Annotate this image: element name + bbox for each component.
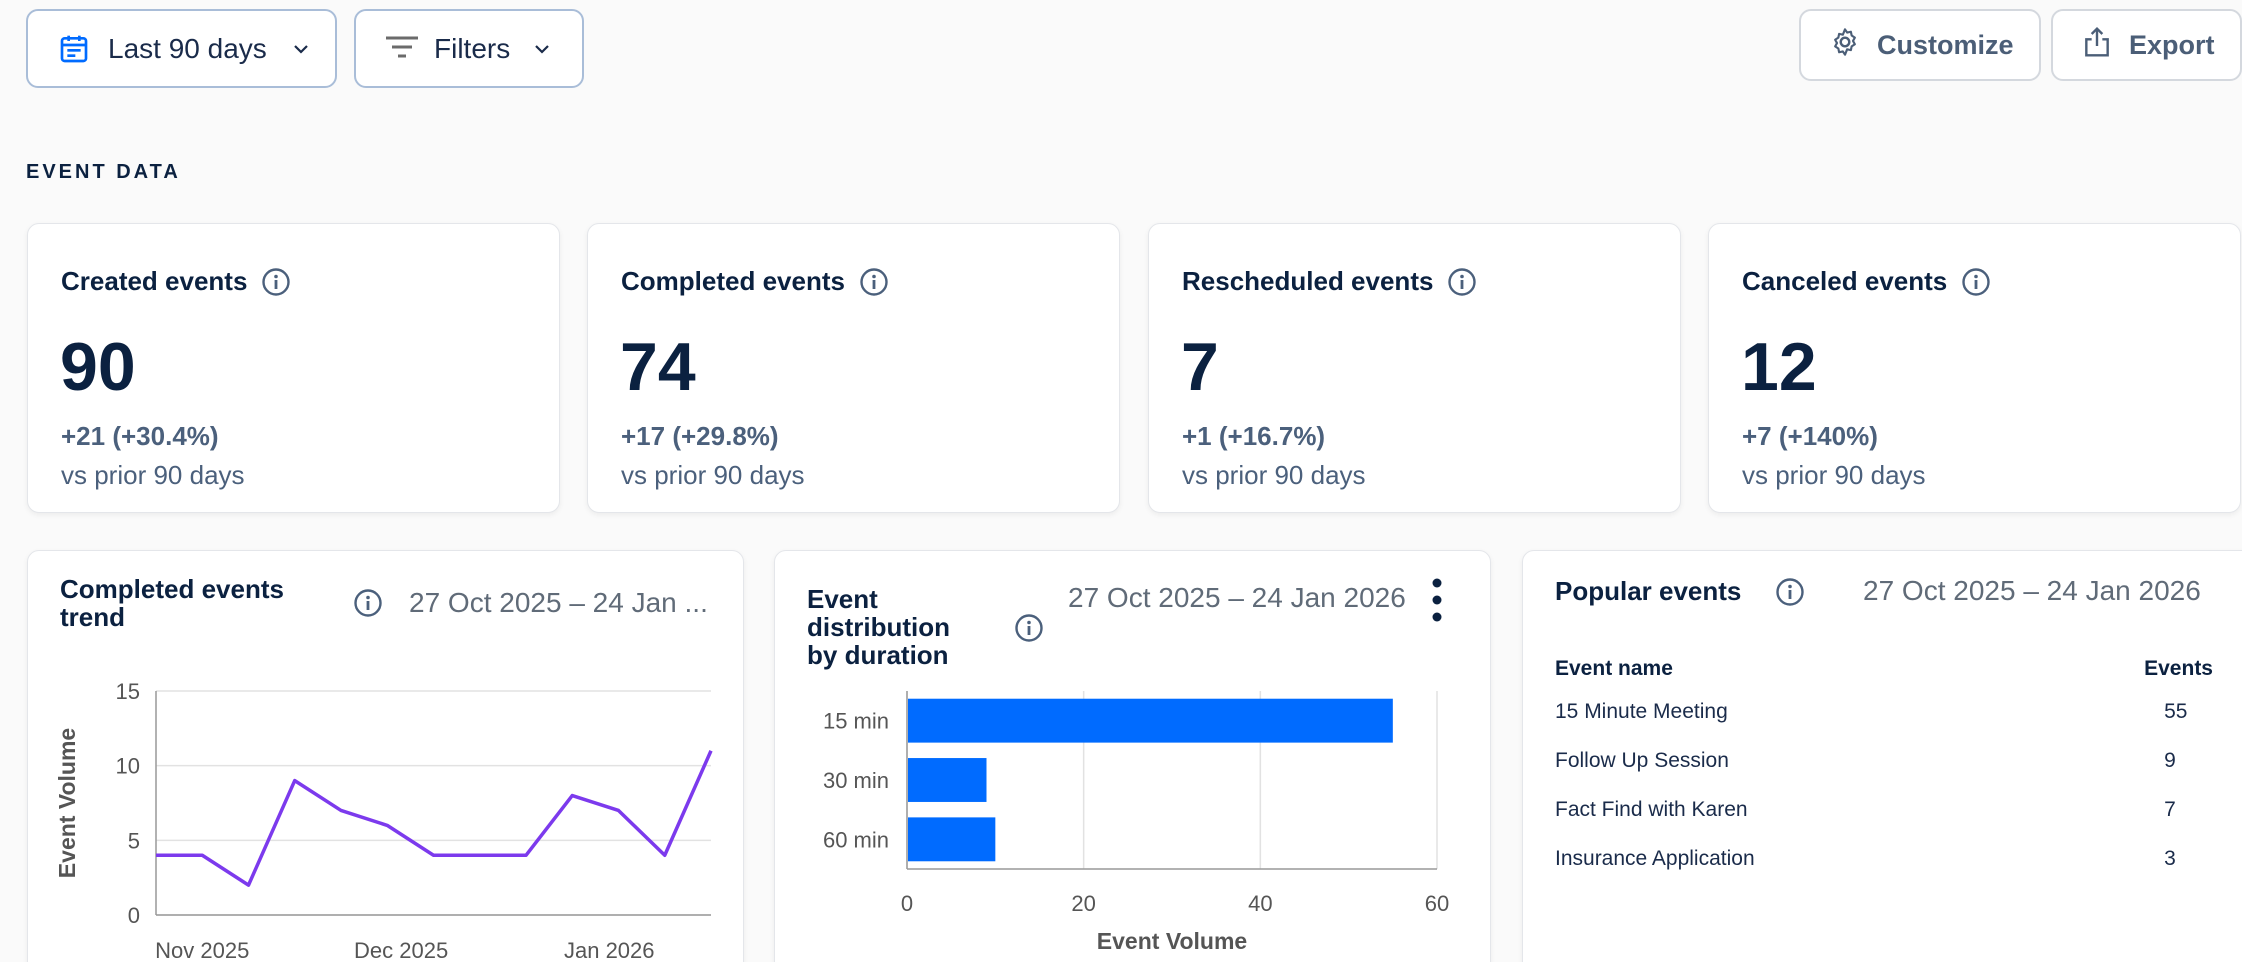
event-name-cell: Fact Find with Karen <box>1555 797 1748 821</box>
x-tick-label: 0 <box>901 891 913 916</box>
calendar-icon <box>58 33 90 65</box>
share-export-icon <box>2081 26 2113 65</box>
customize-button[interactable]: Customize <box>1799 9 2041 81</box>
x-tick-label: 60 <box>1425 891 1449 916</box>
event-count-cell: 9 <box>2164 748 2176 772</box>
y-category-label: 60 min <box>823 827 889 852</box>
filter-icon <box>384 33 420 65</box>
section-title: EVENT DATA <box>26 161 181 183</box>
completed-trend-panel: Completed events trend 27 Oct 2025 – 24 … <box>27 550 744 962</box>
table-row[interactable]: Fact Find with Karen 7 <box>1555 785 2213 834</box>
x-tick-label: 20 <box>1071 891 1095 916</box>
panel-title-line: Completed events <box>60 574 284 604</box>
stat-card-rescheduled: Rescheduled events 7 +1 (+16.7%) vs prio… <box>1148 223 1681 513</box>
series-line <box>156 750 713 887</box>
table-row[interactable]: 15 Minute Meeting 55 <box>1555 687 2213 736</box>
stat-value: 12 <box>1741 329 1817 405</box>
event-count-cell: 55 <box>2164 699 2188 723</box>
stat-comparison: vs prior 90 days <box>61 460 245 490</box>
x-tick-label: 40 <box>1248 891 1272 916</box>
y-axis-title: Event Volume <box>54 728 80 878</box>
stat-card-created: Created events 90 +21 (+30.4%) vs prior … <box>27 223 560 513</box>
popular-events-table: Event name Events 15 Minute Meeting 55 Fo… <box>1555 651 2213 883</box>
panel-title-line: distribution <box>807 612 950 642</box>
table-row[interactable]: Follow Up Session 9 <box>1555 736 2213 785</box>
y-tick-label: 5 <box>128 828 140 853</box>
duration-distribution-panel: Event distribution by duration 27 Oct 20… <box>774 550 1491 962</box>
panel-title: Popular events <box>1555 576 1742 606</box>
chevron-down-icon <box>291 39 311 59</box>
stat-delta: +17 (+29.8%) <box>621 421 779 451</box>
stat-comparison: vs prior 90 days <box>621 460 805 490</box>
stat-delta: +1 (+16.7%) <box>1182 421 1326 451</box>
column-header-event-name[interactable]: Event name <box>1555 657 1673 680</box>
info-icon[interactable] <box>1447 267 1477 297</box>
stat-value: 90 <box>60 329 136 405</box>
chevron-down-icon <box>532 39 552 59</box>
stat-card-completed: Completed events 74 +17 (+29.8%) vs prio… <box>587 223 1120 513</box>
bar <box>908 758 987 802</box>
info-icon[interactable] <box>1014 613 1044 643</box>
filters-dropdown[interactable]: Filters <box>354 9 584 88</box>
date-range-dropdown[interactable]: Last 90 days <box>26 9 337 88</box>
info-icon[interactable] <box>1961 267 1991 297</box>
export-button[interactable]: Export <box>2051 9 2242 81</box>
x-tick-label: Nov 2025 <box>155 938 249 962</box>
table-header-row: Event name Events <box>1555 651 2213 687</box>
date-range-label: Last 90 days <box>108 32 267 64</box>
info-icon[interactable] <box>1775 577 1805 607</box>
x-tick-label: Jan 2026 <box>564 938 655 962</box>
event-name-cell: Insurance Application <box>1555 846 1755 870</box>
info-icon[interactable] <box>261 267 291 297</box>
event-name-cell: 15 Minute Meeting <box>1555 699 1728 723</box>
event-name-cell: Follow Up Session <box>1555 748 1729 772</box>
duration-chart: 0 20 40 60 15 min 30 min 60 min Event Volume <box>823 691 1449 954</box>
event-count-cell: 3 <box>2164 846 2176 870</box>
info-icon[interactable] <box>859 267 889 297</box>
stat-comparison: vs prior 90 days <box>1742 460 1926 490</box>
stat-value: 74 <box>620 329 696 405</box>
info-icon[interactable] <box>353 588 383 618</box>
panel-title: Event distribution by duration <box>807 585 950 669</box>
bar <box>908 698 1393 743</box>
panel-title: Completed events trend <box>60 575 284 631</box>
gear-icon <box>1829 26 1861 65</box>
bar <box>908 817 996 862</box>
panel-title-line: Event <box>807 584 878 614</box>
panel-date-range: 27 Oct 2025 – 24 Jan 2026 <box>1863 575 2201 606</box>
filters-label: Filters <box>434 32 511 64</box>
more-options-icon[interactable] <box>1431 577 1443 623</box>
stat-delta: +7 (+140%) <box>1742 421 1878 451</box>
stat-title: Canceled events <box>1742 266 1948 296</box>
stat-card-canceled: Canceled events 12 +7 (+140%) vs prior 9… <box>1708 223 2241 513</box>
popular-events-panel: Popular events 27 Oct 2025 – 24 Jan 2026… <box>1522 550 2242 962</box>
panel-title-line: trend <box>60 602 125 632</box>
y-tick-label: 10 <box>116 754 140 779</box>
stat-title-row: Completed events <box>621 266 889 297</box>
stat-title-row: Rescheduled events <box>1182 266 1477 297</box>
stat-value: 7 <box>1181 329 1219 405</box>
customize-label: Customize <box>1877 29 2014 60</box>
stat-title-row: Canceled events <box>1742 266 1991 297</box>
stat-title: Created events <box>61 266 248 296</box>
column-header-events[interactable]: Events <box>2144 657 2213 680</box>
event-count-cell: 7 <box>2164 797 2176 821</box>
x-tick-label: Dec 2025 <box>354 938 448 962</box>
panel-date-range: 27 Oct 2025 – 24 Jan ... <box>409 587 708 618</box>
stat-delta: +21 (+30.4%) <box>61 421 219 451</box>
y-category-label: 30 min <box>823 768 889 793</box>
x-axis-title: Event Volume <box>1097 928 1247 954</box>
stat-title-row: Created events <box>61 266 291 297</box>
y-tick-label: 0 <box>128 903 140 928</box>
stat-comparison: vs prior 90 days <box>1182 460 1366 490</box>
y-category-label: 15 min <box>823 709 889 734</box>
panel-title-line: by duration <box>807 640 949 670</box>
trend-chart: 0 5 10 15 Nov 2025 Dec 2025 Jan 2026 Event Volu… <box>54 679 713 962</box>
stat-title: Completed events <box>621 266 845 296</box>
table-row[interactable]: Insurance Application 3 <box>1555 834 2213 883</box>
panel-date-range: 27 Oct 2025 – 24 Jan 2026 <box>1068 582 1406 613</box>
export-label: Export <box>2129 29 2215 60</box>
y-tick-label: 15 <box>116 679 140 704</box>
stat-title: Rescheduled events <box>1182 266 1434 296</box>
